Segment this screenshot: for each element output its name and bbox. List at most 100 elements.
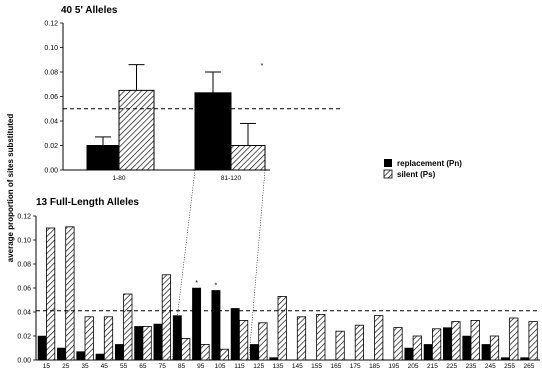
bottom-category-label: 185 [369,363,380,370]
bottom-category-label: 95 [197,363,205,370]
bottom-y-tick-label: 0.12 [17,214,31,221]
bottom-bar-replacement [172,315,182,361]
bottom-bar-silent [238,319,249,361]
bottom-category-label: 105 [215,363,226,370]
bottom-bar-replacement [462,335,472,361]
bottom-bar-replacement [404,347,414,361]
bottom-bar-replacement [37,335,47,361]
bottom-y-tick-label: 0.00 [17,358,31,365]
bottom-bar-silent [335,330,345,361]
bottom-bar-silent [451,321,461,361]
bottom-bar-silent [316,313,326,361]
bottom-category-label: 245 [485,363,496,370]
top-category-label: 81-120 [221,175,242,182]
bottom-bar-replacement [443,327,452,361]
bottom-panel: 0.00 0.02 0.04 0.06 0.08 0.10 0.12 15 25 35 45 55 65… [17,214,540,370]
significance-mark: * [215,282,218,289]
bottom-y-tick-label: 0.04 [17,310,31,317]
bottom-bar-silent [412,335,422,361]
bottom-bar-replacement [114,344,124,361]
bottom-category-label: 255 [504,363,515,370]
bottom-category-label: 55 [120,363,128,370]
top-category-label: 1-80 [112,175,125,182]
significance-mark: * [261,63,264,70]
bottom-bar-replacement [57,347,66,361]
top-y-tick-label: 0.02 [44,143,58,150]
bottom-category-label: 205 [408,363,419,370]
legend: replacement (Pn) silent (Ps) [383,159,462,179]
connector-line-left [171,169,196,361]
top-y-tick-label: 0.12 [44,21,58,28]
bottom-bar-silent [161,274,171,361]
bottom-bar-silent [200,343,210,361]
top-y-tick-label: 0.00 [44,168,58,175]
bottom-bar-silent [123,293,133,361]
bottom-category-label: 175 [350,363,361,370]
bottom-bar-silent [258,322,268,361]
bottom-category-label: 45 [101,363,109,370]
legend-silent-label: silent (Ps) [397,170,436,179]
bottom-bar-silent [296,316,307,361]
top-bar-replacement [86,145,120,171]
bottom-category-label: 155 [311,363,322,370]
bottom-y-tick-label: 0.10 [17,238,31,245]
bottom-bar-replacement [230,308,240,361]
connector-lines [171,169,266,361]
bottom-bar-silent [489,335,500,361]
bottom-bar-silent [46,227,56,361]
bottom-bar-replacement [481,344,491,361]
top-panel: 0.00 0.02 0.04 0.06 0.08 0.10 0.12 1-80 81-120 * [44,21,342,182]
top-y-tick-label: 0.04 [44,119,58,126]
bottom-category-label: 225 [446,363,457,370]
bottom-category-label: 15 [43,363,51,370]
top-y-tick-label: 0.08 [44,70,58,77]
bottom-bar-replacement [192,287,202,361]
significance-mark: * [195,280,198,287]
bottom-bar-silent [65,226,75,361]
bottom-bar-replacement [211,290,221,361]
bottom-bar-replacement [153,323,163,361]
bottom-bar-silent [393,327,403,361]
bottom-bar-silent [528,321,538,361]
bottom-bar-silent [509,317,519,361]
bottom-bar-silent [374,315,384,361]
bottom-bar-silent [181,337,191,361]
bottom-bar-silent [142,325,152,361]
bottom-bar-replacement [95,353,105,361]
bottom-bar-replacement [250,344,259,361]
top-y-tick-label: 0.10 [44,45,58,52]
bottom-bar-replacement [269,357,279,361]
bottom-y-tick-label: 0.06 [17,286,31,293]
bottom-bar-replacement [423,344,433,361]
top-bar-silent [118,89,155,171]
legend-replacement-label: replacement (Pn) [397,159,462,168]
bottom-bar-replacement [76,351,86,361]
bottom-bar-replacement [520,357,530,361]
bottom-bar-replacement [134,326,144,361]
bottom-category-label: 35 [81,363,89,370]
bottom-y-tick-label: 0.08 [17,262,31,269]
bottom-bar-silent [354,324,365,361]
bottom-category-label: 75 [159,363,167,370]
bottom-bar-silent [470,319,480,361]
connector-line-right [248,169,266,361]
bottom-category-label: 165 [330,363,341,370]
bottom-category-label: 265 [523,363,534,370]
bottom-category-label: 215 [427,363,438,370]
bottom-category-label: 25 [62,363,70,370]
bottom-category-label: 65 [139,363,147,370]
bottom-panel-title: 13 Full-Length Alleles [36,197,139,208]
bottom-category-label: 125 [253,363,264,370]
bottom-category-label: 115 [234,363,245,370]
bottom-category-label: 195 [388,363,399,370]
bottom-bar-replacement [500,357,510,361]
legend-silent-swatch [383,169,393,179]
top-bar-silent [230,145,266,171]
legend-replacement-swatch [384,159,392,167]
bottom-category-label: 145 [292,363,303,370]
bottom-y-tick-label: 0.02 [17,334,31,341]
bottom-bar-silent [431,328,442,361]
y-axis-label: average proportion of sites substituted [6,114,15,263]
bottom-bar-silent [219,348,229,361]
